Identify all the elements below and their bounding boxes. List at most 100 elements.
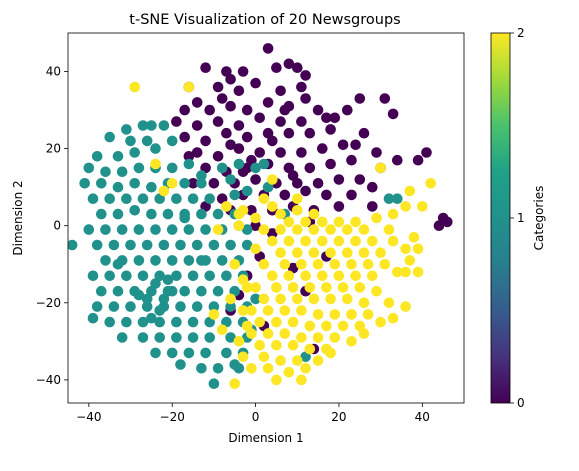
point-cat1-140 <box>258 158 270 170</box>
point-cat1-24 <box>179 178 190 189</box>
point-cat2-28 <box>267 235 278 247</box>
point-cat1-130 <box>158 293 170 305</box>
point-cat0-17 <box>262 97 274 108</box>
point-cat0-82 <box>379 93 391 104</box>
point-cat1-70 <box>216 255 228 266</box>
point-cat2-136 <box>233 336 245 347</box>
point-cat0-28 <box>254 112 265 124</box>
point-cat1-10 <box>166 135 178 147</box>
point-cat2-70 <box>371 285 382 297</box>
point-cat2-118 <box>271 374 282 386</box>
point-cat2-63 <box>250 282 261 293</box>
point-cat2-47 <box>296 259 307 270</box>
point-cat2-56 <box>300 270 311 282</box>
point-cat2-75 <box>325 293 336 305</box>
point-cat1-1 <box>137 120 149 131</box>
point-cat2-32 <box>333 235 345 247</box>
point-cat1-132 <box>150 278 161 289</box>
point-cat2-52 <box>379 259 391 270</box>
point-cat1-120 <box>166 347 178 359</box>
point-cat2-128 <box>425 178 437 189</box>
point-cat0-87 <box>367 201 378 212</box>
point-cat0-103 <box>329 112 341 124</box>
point-cat1-32 <box>187 193 199 204</box>
point-cat1-153 <box>300 351 311 363</box>
point-cat0-59 <box>250 174 261 185</box>
point-cat2-66 <box>304 282 316 293</box>
point-cat1-61 <box>225 239 236 251</box>
point-cat0-36 <box>283 127 295 139</box>
point-cat0-83 <box>387 108 399 120</box>
point-cat1-141 <box>225 174 236 185</box>
point-cat2-64 <box>271 282 282 293</box>
point-cat0-101 <box>183 151 195 162</box>
point-cat1-62 <box>241 239 253 251</box>
point-cat2-42 <box>358 247 370 258</box>
point-cat2-24 <box>342 224 353 235</box>
point-cat1-4 <box>125 135 136 147</box>
point-cat1-7 <box>112 151 124 162</box>
x-tick-label-0: −40 <box>76 410 101 424</box>
point-cat1-48 <box>166 224 178 235</box>
x-tick-label-1: −20 <box>160 410 185 424</box>
point-cat1-87 <box>179 285 190 297</box>
point-cat0-95 <box>267 135 278 147</box>
point-cat0-47 <box>358 127 370 139</box>
point-cat1-157 <box>179 212 190 224</box>
point-cat2-14 <box>317 216 328 228</box>
point-cat0-73 <box>367 181 378 193</box>
colorbar-tick-label-2: 2 <box>517 26 525 40</box>
point-cat0-46 <box>337 139 349 151</box>
point-cat2-65 <box>287 282 299 293</box>
point-cat2-16 <box>350 216 361 228</box>
point-cat1-144 <box>229 189 240 201</box>
point-cat2-122 <box>412 243 424 255</box>
point-cat1-78 <box>187 270 199 282</box>
point-cat0-38 <box>325 124 336 135</box>
point-cat0-8 <box>300 70 311 81</box>
point-cat2-82 <box>279 305 291 316</box>
point-cat0-12 <box>233 85 245 97</box>
point-cat2-54 <box>267 270 278 282</box>
point-cat2-89 <box>271 316 282 328</box>
point-cat1-158 <box>112 259 124 270</box>
point-cat2-115 <box>262 363 274 374</box>
point-cat2-101 <box>312 332 324 343</box>
point-cat2-99 <box>279 328 291 339</box>
point-cat1-114 <box>171 332 182 343</box>
point-cat1-47 <box>150 224 161 235</box>
point-cat1-77 <box>171 270 182 282</box>
point-cat0-54 <box>325 158 336 170</box>
point-cat1-8 <box>129 147 140 158</box>
point-cat1-56 <box>141 239 153 251</box>
point-cat0-62 <box>312 178 324 189</box>
point-cat1-25 <box>196 178 207 189</box>
point-cat2-129 <box>375 162 386 174</box>
point-cat2-139 <box>241 282 253 293</box>
point-cat1-138 <box>233 158 245 170</box>
point-cat0-89 <box>433 220 445 231</box>
point-cat2-53 <box>404 255 416 266</box>
x-tick-label-4: 40 <box>415 410 430 424</box>
point-cat0-64 <box>354 174 366 185</box>
point-cat1-92 <box>108 301 120 312</box>
point-cat1-57 <box>158 239 170 251</box>
point-cat2-62 <box>412 266 424 278</box>
point-cat2-10 <box>308 208 320 220</box>
point-cat1-107 <box>187 316 199 328</box>
point-cat1-113 <box>154 332 165 343</box>
point-cat1-3 <box>104 131 115 143</box>
point-cat0-20 <box>241 104 253 116</box>
point-cat2-111 <box>275 355 286 366</box>
point-cat1-96 <box>175 301 186 312</box>
point-cat2-92 <box>321 320 332 332</box>
point-cat1-80 <box>221 270 232 282</box>
point-cat1-2 <box>146 120 157 131</box>
point-cat2-83 <box>296 305 307 316</box>
x-tick-label-2: 0 <box>252 410 260 424</box>
point-cat2-46 <box>279 259 291 270</box>
point-cat2-19 <box>258 224 270 235</box>
point-cat0-44 <box>296 147 307 158</box>
point-cat2-35 <box>387 235 399 247</box>
point-cat2-72 <box>275 293 286 305</box>
